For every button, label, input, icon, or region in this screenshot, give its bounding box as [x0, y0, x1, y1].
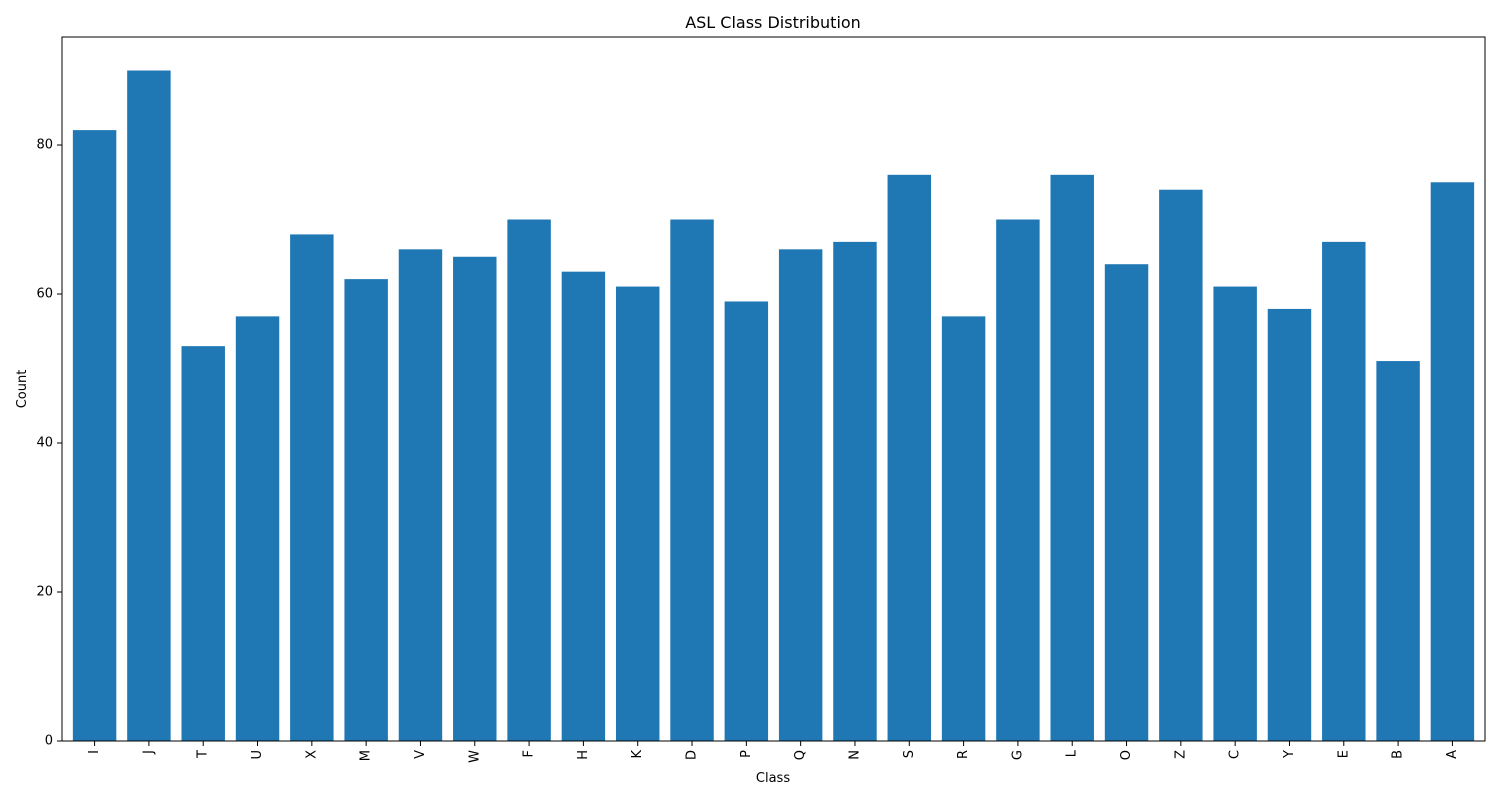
- bar-H: [561, 271, 606, 741]
- x-tick-label-F: F: [522, 750, 537, 757]
- x-axis-label: Class: [756, 771, 790, 786]
- x-tick-label-G: G: [1010, 750, 1025, 760]
- bar-N: [833, 241, 877, 741]
- bar-M: [344, 279, 388, 741]
- bar-I: [72, 130, 117, 741]
- bar-J: [127, 70, 171, 741]
- bar-C: [1213, 286, 1257, 741]
- x-tick-label-P: P: [739, 750, 754, 758]
- x-tick-label-B: B: [1391, 750, 1406, 759]
- x-tick-label-R: R: [956, 750, 971, 759]
- y-axis-label: Count: [15, 370, 30, 409]
- x-tick-label-O: O: [1119, 750, 1134, 760]
- x-tick-label-M: M: [359, 750, 374, 761]
- x-tick-label-C: C: [1228, 750, 1243, 759]
- x-tick-label-U: U: [250, 750, 265, 760]
- bar-A: [1430, 182, 1475, 741]
- y-tick-label-40: 40: [36, 436, 53, 451]
- x-tick-label-N: N: [847, 750, 862, 760]
- bar-L: [1050, 174, 1094, 741]
- x-tick-label-Y: Y: [1282, 750, 1297, 759]
- bar-U: [235, 316, 280, 741]
- x-tick-label-K: K: [630, 750, 645, 759]
- x-tick-label-Q: Q: [793, 750, 808, 760]
- plot-area: I J T U X M V W F H K D P Q N S R G L O Z C Y E B A 0 20 40 60 80: [36, 70, 1475, 763]
- bar-X: [290, 234, 334, 742]
- bar-P: [724, 301, 769, 741]
- x-tick-label-H: H: [576, 750, 591, 760]
- bar-Z: [1159, 189, 1203, 742]
- bar-Q: [778, 249, 823, 741]
- x-tick-label-X: X: [304, 750, 319, 759]
- y-tick-label-0: 0: [45, 734, 53, 749]
- x-tick-label-A: A: [1445, 750, 1460, 759]
- x-tick-label-W: W: [467, 750, 482, 763]
- x-tick-label-I: I: [87, 750, 102, 754]
- bar-G: [996, 219, 1040, 741]
- bar-K: [615, 286, 660, 741]
- bar-W: [453, 256, 497, 741]
- bar-Y: [1267, 308, 1312, 741]
- x-tick-label-J: J: [141, 750, 156, 755]
- x-tick-label-L: L: [1065, 749, 1080, 757]
- x-tick-label-D: D: [685, 750, 700, 760]
- plot-frame: [61, 36, 1486, 742]
- x-tick-label-Z: Z: [1173, 750, 1188, 759]
- x-tick-label-T: T: [196, 750, 211, 759]
- x-tick-label-V: V: [413, 750, 428, 759]
- bar-V: [398, 249, 443, 741]
- bar-O: [1104, 264, 1149, 741]
- bar-E: [1322, 241, 1366, 741]
- y-tick-label-80: 80: [36, 138, 53, 153]
- bar-S: [887, 174, 932, 741]
- bar-T: [181, 346, 225, 741]
- y-tick-label-60: 60: [36, 287, 53, 302]
- chart-title: ASL Class Distribution: [685, 13, 861, 32]
- x-tick-label-E: E: [1336, 750, 1351, 758]
- bar-R: [941, 316, 986, 741]
- bar-D: [670, 219, 714, 741]
- bar-F: [507, 219, 551, 741]
- bar-B: [1376, 361, 1420, 741]
- y-tick-label-20: 20: [36, 585, 53, 600]
- x-tick-label-S: S: [902, 750, 917, 758]
